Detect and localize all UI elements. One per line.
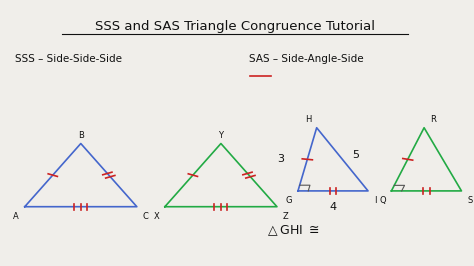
Text: C: C [143,212,148,221]
Text: Q: Q [379,196,386,205]
Text: Z: Z [283,212,288,221]
Text: B: B [78,131,84,140]
Text: SSS and SAS Triangle Congruence Tutorial: SSS and SAS Triangle Congruence Tutorial [95,20,375,33]
Text: 5: 5 [352,150,359,160]
Text: SSS – Side-Side-Side: SSS – Side-Side-Side [15,54,122,64]
Text: I: I [374,196,376,205]
Text: Y: Y [219,131,223,140]
Text: G: G [286,196,292,205]
Text: 4: 4 [329,202,337,212]
Text: A: A [13,212,19,221]
Text: S: S [467,196,472,205]
Text: X: X [154,212,159,221]
Text: H: H [305,115,311,124]
Text: $\triangle$GHI $\cong$: $\triangle$GHI $\cong$ [265,223,320,238]
Text: R: R [430,115,436,124]
Text: 3: 3 [277,154,284,164]
Text: SAS – Side-Angle-Side: SAS – Side-Angle-Side [249,54,364,64]
